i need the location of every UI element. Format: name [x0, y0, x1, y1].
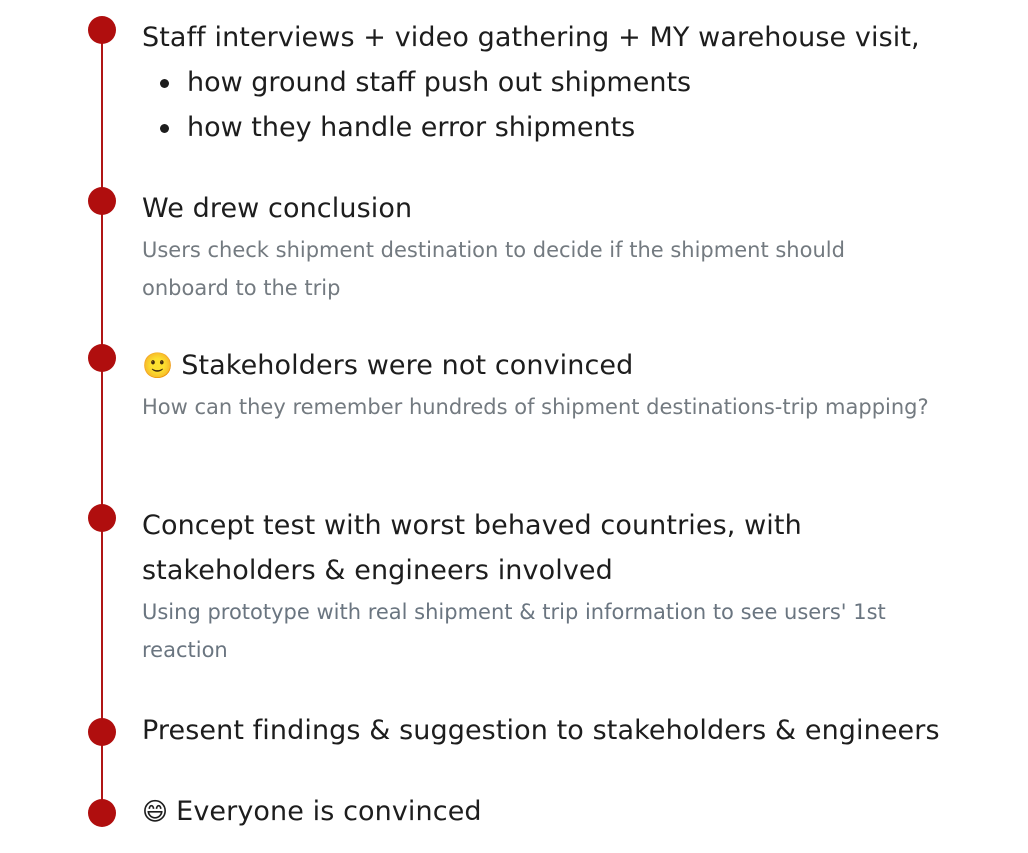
step-title-text: Stakeholders were not convinced — [181, 350, 634, 381]
step-content: Concept test with worst behaved countrie… — [142, 503, 972, 669]
step-title: We drew conclusion — [142, 193, 413, 224]
timeline-line — [101, 30, 103, 813]
step-title: 🙂 Stakeholders were not convinced — [142, 343, 972, 388]
timeline-dot — [88, 799, 116, 827]
step-title: Staff interviews + video gathering + MY … — [142, 22, 920, 53]
step-content: We drew conclusion Users check shipment … — [142, 186, 972, 307]
timeline-dot — [88, 718, 116, 746]
step-content: 🙂 Stakeholders were not convinced How can… — [142, 343, 972, 426]
bullet-item: how ground staff push out shipments — [142, 60, 972, 105]
step-description: How can they remember hundreds of shipme… — [142, 395, 929, 419]
slight-smile-emoji-icon: 🙂 — [142, 351, 174, 380]
step-title: Concept test with worst behaved countrie… — [142, 510, 802, 586]
step-bullet-list: how ground staff push out shipments how … — [142, 60, 972, 150]
timeline-dot — [88, 344, 116, 372]
step-content: Present findings & suggestion to stakeho… — [142, 708, 972, 753]
step-description: Users check shipment destination to deci… — [142, 238, 845, 300]
timeline-dot — [88, 504, 116, 532]
bullet-text: how ground staff push out shipments — [187, 67, 692, 98]
bullet-text: how they handle error shipments — [187, 112, 636, 143]
step-content: 😄 Everyone is convinced — [142, 789, 972, 834]
step-title-text: Everyone is convinced — [176, 796, 482, 827]
step-description: Using prototype with real shipment & tri… — [142, 600, 886, 662]
step-title: 😄 Everyone is convinced — [142, 789, 972, 834]
bullet-icon — [160, 79, 169, 88]
grinning-emoji-icon: 😄 — [142, 797, 169, 826]
step-title: Present findings & suggestion to stakeho… — [142, 715, 940, 746]
bullet-item: how they handle error shipments — [142, 105, 972, 150]
timeline-dot — [88, 187, 116, 215]
timeline-dot — [88, 16, 116, 44]
step-content: Staff interviews + video gathering + MY … — [142, 15, 972, 150]
bullet-icon — [160, 124, 169, 133]
